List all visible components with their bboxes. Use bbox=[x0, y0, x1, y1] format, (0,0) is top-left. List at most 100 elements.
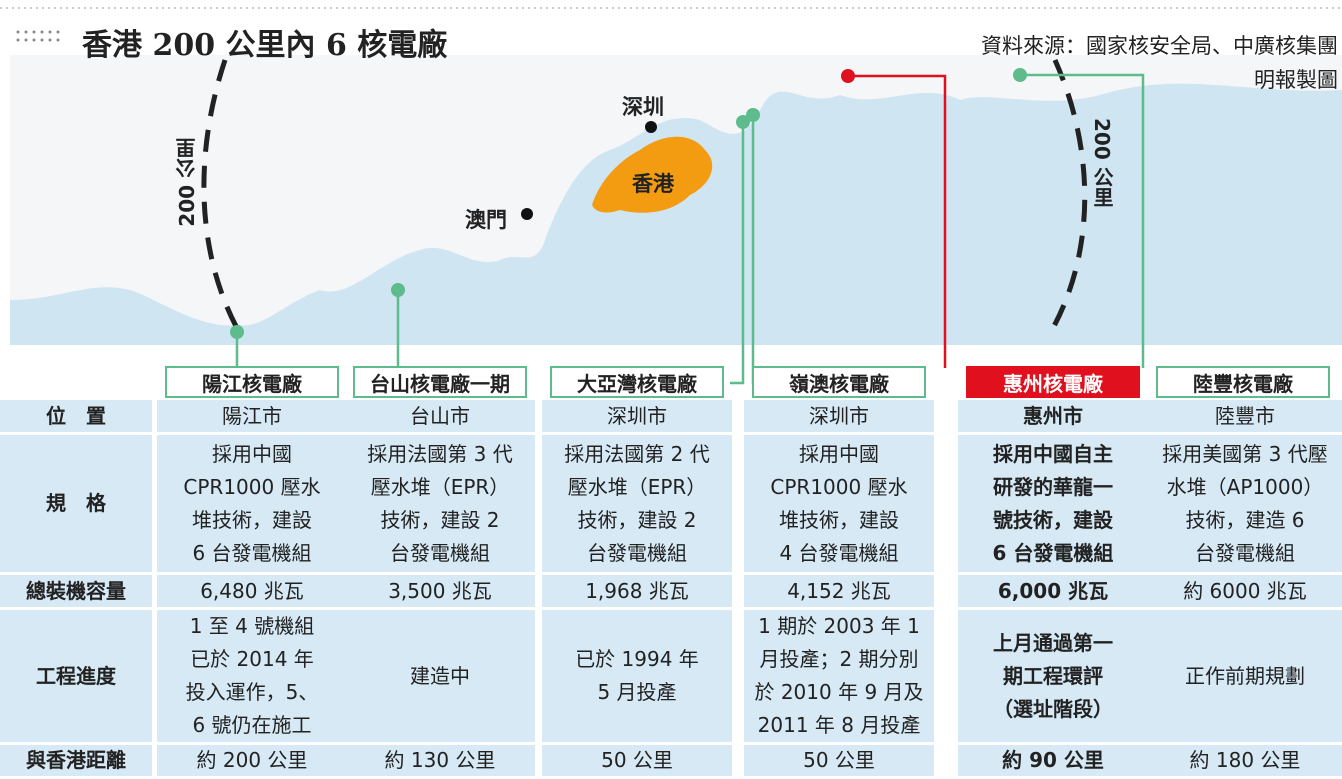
title: 香港 200 公里內 6 核電廠 bbox=[82, 28, 448, 63]
cell: 50 公里 bbox=[744, 745, 934, 776]
cell-line: 建造中 bbox=[410, 663, 470, 688]
plant-dot bbox=[746, 108, 760, 122]
cell-line: 月投產；2 期分別 bbox=[759, 647, 919, 671]
cell-line: 期工程環評 bbox=[1003, 663, 1103, 688]
cell: 已於 1994 年 5 月投產 bbox=[542, 610, 732, 742]
cell: 採用中國 CPR1000 壓水 堆技術，建設 6 台發電機組 bbox=[157, 435, 347, 572]
cell-line: 5 月投產 bbox=[597, 680, 677, 704]
cell: 上月通過第一 期工程環評 （選址階段） bbox=[958, 610, 1148, 742]
cell-line: 4 台發電機組 bbox=[779, 540, 899, 565]
cell: 1,968 兆瓦 bbox=[542, 575, 732, 607]
cell-line: 6 台發電機組 bbox=[192, 540, 312, 565]
plant-dot bbox=[1013, 68, 1027, 82]
plant-dot bbox=[841, 69, 855, 83]
plant-name: 陽江核電廠 bbox=[165, 366, 339, 398]
cell: 6,000 兆瓦 bbox=[958, 575, 1148, 607]
cell-line: 台發電機組 bbox=[390, 540, 490, 565]
cell: 採用法國第 2 代壓水堆（EPR） 技術，建設 2 台發電機組 bbox=[542, 435, 732, 572]
cell-line: 堆技術，建設 bbox=[779, 507, 899, 532]
plant-name: 大亞灣核電廠 bbox=[550, 366, 724, 398]
credit: 明報製圖 bbox=[1254, 68, 1338, 92]
cell-line: 於 2010 年 9 月及 bbox=[754, 680, 924, 704]
cell: 約 130 公里 bbox=[345, 745, 535, 776]
cell-line: 技術，建設 2 bbox=[380, 507, 500, 532]
cell: 約 180 公里 bbox=[1148, 745, 1342, 776]
leader-line bbox=[1020, 73, 1145, 368]
row-label: 與香港距離 bbox=[0, 745, 152, 776]
cell: 採用中國自主 研發的華龍一 號技術，建設 6 台發電機組 bbox=[958, 435, 1148, 572]
cell-line: 號技術，建設 bbox=[993, 507, 1113, 532]
cell: 約 90 公里 bbox=[958, 745, 1148, 776]
hong-kong bbox=[592, 136, 713, 213]
cell-line: 採用中國 bbox=[212, 441, 292, 466]
radius-arc bbox=[1050, 58, 1088, 330]
cell: 採用美國第 3 代壓 水堆（AP1000） 技術，建造 6 台發電機組 bbox=[1148, 435, 1342, 572]
cell: 4,152 兆瓦 bbox=[744, 575, 934, 607]
cell: 深圳市 bbox=[542, 400, 732, 432]
cell-line: 6 號仍在施工 bbox=[192, 713, 312, 737]
cell-line: 1 至 4 號機組 bbox=[189, 614, 315, 638]
cell-line: 技術，建設 2 bbox=[577, 507, 697, 532]
radius-arc bbox=[201, 59, 241, 332]
cell-line: 採用法國第 3 代 bbox=[367, 441, 513, 466]
cell-line: 2011 年 8 月投產 bbox=[757, 713, 921, 737]
city-dot bbox=[521, 208, 533, 220]
cell-line: 上月通過第一 bbox=[993, 630, 1113, 655]
cell: 1 期於 2003 年 1 月投產；2 期分別於 2010 年 9 月及 2011 … bbox=[744, 610, 934, 742]
plant-dot bbox=[391, 283, 405, 297]
source: 資料來源：國家核安全局、中廣核集團 bbox=[981, 34, 1338, 58]
map bbox=[0, 7, 1342, 385]
cell: 採用法國第 3 代壓水堆（EPR） 技術，建設 2 台發電機組 bbox=[345, 435, 535, 572]
cell: 台山市 bbox=[345, 400, 535, 432]
cell: 陽江市 bbox=[157, 400, 347, 432]
cell-line: 投入運作，5、 bbox=[185, 680, 319, 704]
cell-line: 已於 2014 年 bbox=[190, 647, 314, 671]
header-icon bbox=[16, 30, 60, 42]
city-dot bbox=[645, 121, 657, 133]
plant-dot bbox=[736, 115, 750, 129]
radius-label: 200 公里 bbox=[175, 138, 199, 227]
cell: 惠州市 bbox=[958, 400, 1148, 432]
row-label: 工程進度 bbox=[0, 610, 152, 742]
cell-line: 台發電機組 bbox=[587, 540, 687, 565]
land bbox=[10, 55, 1342, 326]
cell-line: （選址階段） bbox=[993, 696, 1113, 721]
leader-line bbox=[848, 74, 947, 368]
plant-name: 陸豐核電廠 bbox=[1156, 366, 1330, 398]
cell: 約 200 公里 bbox=[157, 745, 347, 776]
plant-name: 嶺澳核電廠 bbox=[752, 366, 926, 398]
cell-line: 採用美國第 3 代壓 bbox=[1162, 441, 1328, 466]
cell: 50 公里 bbox=[542, 745, 732, 776]
cell-line: 正作前期規劃 bbox=[1185, 663, 1305, 688]
cell: 採用中國 CPR1000 壓水 堆技術，建設 4 台發電機組 bbox=[744, 435, 934, 572]
plant-dot bbox=[230, 325, 244, 339]
cell-line: 採用法國第 2 代 bbox=[564, 441, 710, 466]
row-label: 規 格 bbox=[0, 435, 152, 572]
cell-line: 堆技術，建設 bbox=[192, 507, 312, 532]
cell-line: 1 期於 2003 年 1 bbox=[758, 614, 920, 638]
cell: 約 6000 兆瓦 bbox=[1148, 575, 1342, 607]
leader-line bbox=[730, 122, 745, 385]
cell-line: 壓水堆（EPR） bbox=[567, 474, 707, 499]
cell: 建造中 bbox=[345, 610, 535, 742]
cell-line: 研發的華龍一 bbox=[993, 474, 1113, 499]
cell-line: 採用中國自主 bbox=[993, 441, 1113, 466]
cell: 深圳市 bbox=[744, 400, 934, 432]
cell: 正作前期規劃 bbox=[1148, 610, 1342, 742]
cell-line: 6 台發電機組 bbox=[992, 540, 1114, 565]
radius-label: 200 公里 bbox=[1090, 118, 1114, 207]
cell-line: 壓水堆（EPR） bbox=[370, 474, 510, 499]
cell: 1 至 4 號機組 已於 2014 年投入運作，5、 6 號仍在施工 bbox=[157, 610, 347, 742]
cell-line: 技術，建造 6 bbox=[1185, 507, 1305, 532]
row-label: 位 置 bbox=[0, 400, 152, 432]
city-label: 深圳 bbox=[622, 95, 664, 119]
cell-line: CPR1000 壓水 bbox=[183, 474, 321, 499]
cell: 6,480 兆瓦 bbox=[157, 575, 347, 607]
cell: 陸豐市 bbox=[1148, 400, 1342, 432]
cell: 3,500 兆瓦 bbox=[345, 575, 535, 607]
cell-line: 已於 1994 年 bbox=[575, 647, 699, 671]
cell-line: 水堆（AP1000） bbox=[1166, 474, 1324, 499]
row-label: 總裝機容量 bbox=[0, 575, 152, 607]
plant-name: 台山核電廠一期 bbox=[353, 366, 527, 398]
